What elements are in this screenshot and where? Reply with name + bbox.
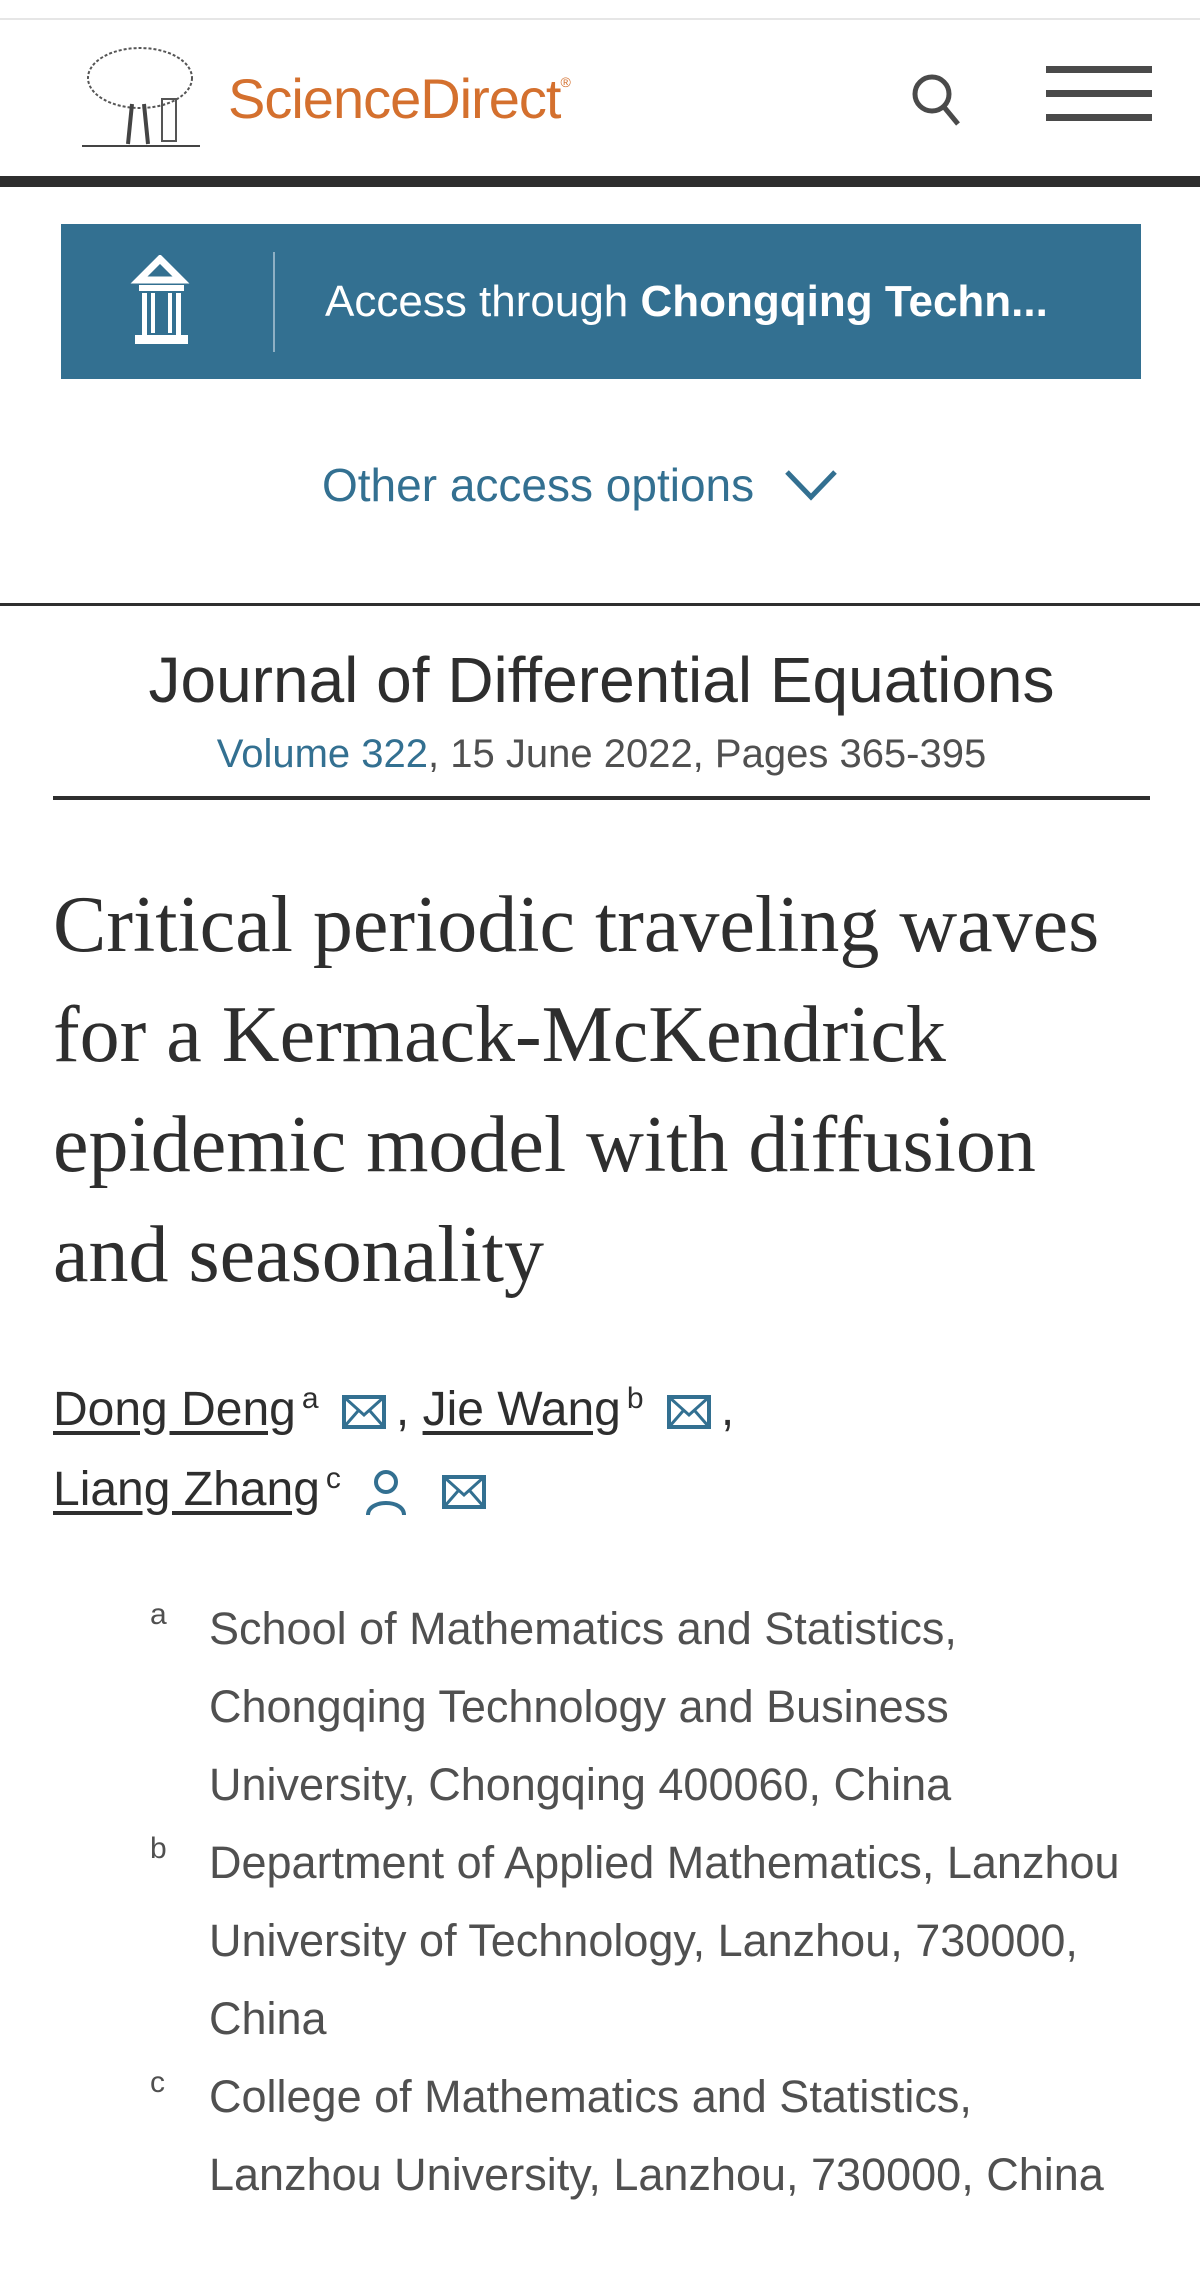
journal-divider xyxy=(53,796,1150,800)
search-icon[interactable] xyxy=(908,70,970,132)
other-access-label: Other access options xyxy=(322,459,755,511)
email-icon[interactable] xyxy=(441,1475,486,1510)
affiliation-item: c College of Mathematics and Statistics, … xyxy=(150,2058,1150,2214)
author-link[interactable]: Liang Zhang xyxy=(53,1463,320,1516)
affiliations: a School of Mathematics and Statistics, C… xyxy=(150,1590,1150,2214)
affiliation-marker: a xyxy=(301,1382,319,1415)
top-divider xyxy=(0,18,1200,20)
separator: , xyxy=(720,1383,735,1436)
affiliation-item: b Department of Applied Mathematics, Lanz… xyxy=(150,1824,1150,2058)
affiliation-text: College of Mathematics and Statistics, L… xyxy=(209,2071,1104,2200)
affiliation-item: a School of Mathematics and Statistics, C… xyxy=(150,1590,1150,1824)
chevron-down-icon xyxy=(785,470,837,501)
email-icon[interactable] xyxy=(341,1395,386,1430)
access-through-institution-button[interactable]: Access through Chongqing Techn... xyxy=(61,224,1141,379)
issue-details: , 15 June 2022, Pages 365-395 xyxy=(428,732,987,776)
elsevier-tree-logo-icon[interactable] xyxy=(82,44,200,150)
journal-title[interactable]: Journal of Differential Equations xyxy=(148,644,1055,716)
article-header: Journal of Differential Equations Volume… xyxy=(53,640,1150,2214)
affiliation-text: School of Mathematics and Statistics, Ch… xyxy=(209,1603,957,1810)
author-link[interactable]: Dong Deng xyxy=(53,1383,296,1436)
affiliation-label: b xyxy=(150,1832,167,1865)
institution-icon xyxy=(130,254,190,344)
section-divider xyxy=(0,603,1200,606)
volume-link[interactable]: Volume 322 xyxy=(216,732,429,776)
institution-name: Chongqing Techn... xyxy=(640,276,1048,326)
banner-divider xyxy=(273,251,275,352)
affiliation-marker: c xyxy=(325,1462,341,1495)
access-label: Access through Chongqing Techn... xyxy=(325,277,1048,327)
affiliation-label: a xyxy=(150,1598,167,1631)
header-bar xyxy=(0,176,1200,187)
email-icon[interactable] xyxy=(666,1395,711,1430)
author-link[interactable]: Jie Wang xyxy=(422,1383,621,1436)
other-access-options-button[interactable]: Other access options xyxy=(322,458,838,512)
hamburger-menu-icon[interactable] xyxy=(1046,66,1152,122)
affiliation-text: Department of Applied Mathematics, Lanzh… xyxy=(209,1837,1120,2044)
article-title: Critical periodic traveling waves for a … xyxy=(53,881,1100,1299)
affiliation-label: c xyxy=(150,2066,165,2099)
author-list: Dong Deng a , Jie Wang b , Liang Zhang c xyxy=(53,1370,1150,1530)
access-prefix: Access through xyxy=(325,276,641,326)
sciencedirect-logo[interactable]: ScienceDirect® xyxy=(228,66,571,131)
brand-name: ScienceDirect xyxy=(228,67,561,130)
volume-info: Volume 322, 15 June 2022, Pages 365-395 xyxy=(53,726,1150,782)
separator: , xyxy=(395,1383,410,1436)
corresponding-author-icon[interactable] xyxy=(364,1469,408,1516)
registered-mark: ® xyxy=(560,74,570,90)
affiliation-marker: b xyxy=(626,1382,644,1415)
